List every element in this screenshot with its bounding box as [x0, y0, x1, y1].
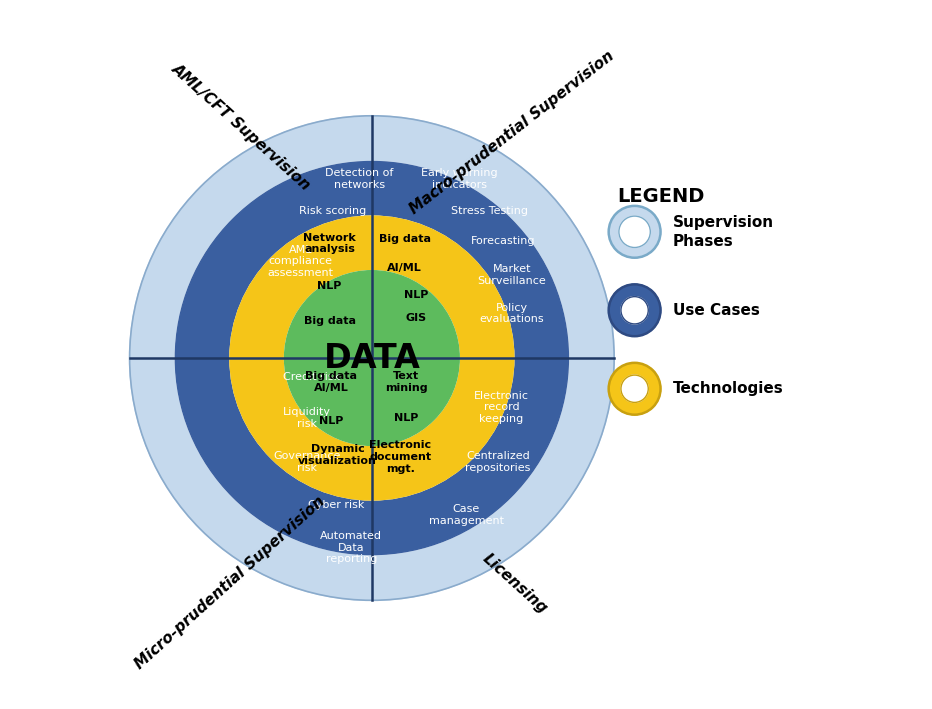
Text: Text
mining: Text mining	[385, 371, 427, 393]
Text: Case
management: Case management	[429, 504, 503, 526]
Text: Network
analysis: Network analysis	[303, 233, 356, 255]
Circle shape	[621, 375, 649, 403]
Circle shape	[619, 216, 651, 247]
Text: Big data
AI/ML: Big data AI/ML	[305, 371, 357, 393]
Text: Supervision
Phases: Supervision Phases	[673, 215, 774, 249]
Circle shape	[609, 363, 661, 415]
Text: Credit risk: Credit risk	[283, 372, 340, 382]
Text: GIS: GIS	[405, 313, 427, 323]
Text: Technologies: Technologies	[673, 381, 784, 396]
Circle shape	[609, 284, 661, 336]
Text: Big data: Big data	[378, 234, 431, 244]
Circle shape	[230, 216, 514, 500]
Text: Electronic
record
keeping: Electronic record keeping	[474, 391, 529, 424]
Text: Macro-prudential Supervision: Macro-prudential Supervision	[406, 48, 617, 217]
Text: Market
Surveillance: Market Surveillance	[477, 264, 546, 286]
Text: Policy
evaluations: Policy evaluations	[479, 303, 544, 325]
Text: AML
compliance
assessment: AML compliance assessment	[267, 245, 334, 278]
Text: Liquidity
risk: Liquidity risk	[283, 407, 331, 429]
Text: Micro-prudential Supervision: Micro-prudential Supervision	[132, 494, 328, 672]
Circle shape	[284, 271, 459, 445]
Text: Detection of
networks: Detection of networks	[325, 169, 394, 190]
Text: Centralized
repositories: Centralized repositories	[465, 451, 531, 473]
Circle shape	[609, 206, 661, 258]
Text: Dynamic
visualization: Dynamic visualization	[298, 444, 377, 466]
Text: AML/CFT Supervision: AML/CFT Supervision	[169, 61, 313, 194]
Text: DATA: DATA	[323, 342, 420, 374]
Text: Risk scoring: Risk scoring	[298, 206, 366, 216]
Text: Cyber risk: Cyber risk	[308, 500, 364, 510]
Text: Forecasting: Forecasting	[471, 235, 535, 246]
Circle shape	[130, 116, 614, 601]
Text: Early warning
indicators: Early warning indicators	[421, 169, 498, 190]
Text: AI/ML: AI/ML	[388, 263, 422, 273]
Circle shape	[175, 162, 569, 554]
Text: NLP: NLP	[318, 281, 342, 291]
Text: Electronic
document
mgt.: Electronic document mgt.	[369, 440, 432, 474]
Text: NLP: NLP	[404, 290, 429, 301]
Circle shape	[621, 296, 649, 324]
Circle shape	[230, 216, 514, 500]
Text: Use Cases: Use Cases	[673, 303, 760, 318]
Text: Governance
risk: Governance risk	[273, 451, 341, 473]
Text: Licensing: Licensing	[480, 550, 551, 616]
Circle shape	[175, 162, 569, 554]
Circle shape	[284, 271, 459, 445]
Text: Stress Testing: Stress Testing	[451, 206, 528, 216]
Text: LEGEND: LEGEND	[617, 186, 705, 206]
Text: Automated
Data
reporting: Automated Data reporting	[321, 531, 382, 564]
Text: NLP: NLP	[394, 413, 418, 423]
Text: Big data: Big data	[304, 316, 356, 325]
Text: NLP: NLP	[319, 415, 343, 426]
